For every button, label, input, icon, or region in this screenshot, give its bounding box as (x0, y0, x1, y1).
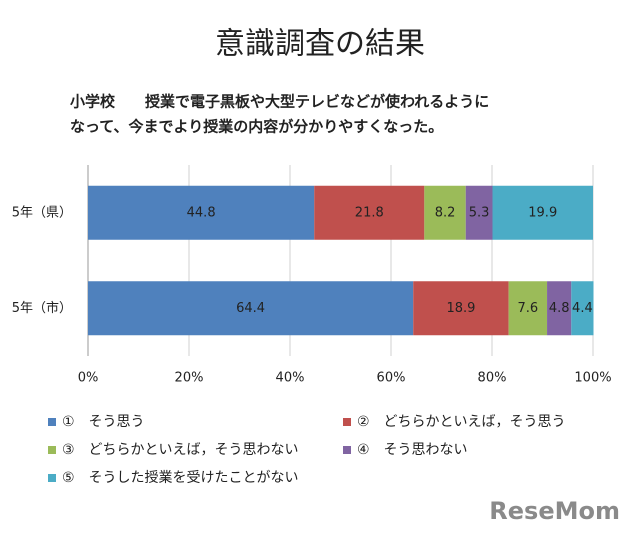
chart-title: 意識調査の結果 (215, 27, 425, 62)
bar-segment (571, 281, 594, 336)
bar-segment (465, 185, 493, 240)
legend-label: ① そう思う (62, 414, 145, 430)
data-label: 21.8 (355, 205, 384, 220)
data-label: 4.4 (572, 301, 593, 316)
data-label: 5.3 (469, 205, 490, 220)
bar-segment (508, 281, 548, 336)
legend-swatch (343, 446, 351, 454)
bar-segment (88, 281, 414, 336)
x-tick-label: 40% (276, 371, 305, 386)
legend-swatch (48, 474, 56, 482)
x-tick-label: 100% (574, 371, 611, 386)
subtitle: なって、今までより授業の内容が分かりやすくなった。 (70, 118, 443, 136)
legend-label: ④ そう思わない (357, 442, 468, 458)
subtitle: 小学校 授業で電子黒板や大型テレビなどが使われるように (70, 93, 489, 111)
bar-segment (492, 185, 593, 240)
bar-segment (88, 185, 315, 240)
legend-swatch (48, 446, 56, 454)
y-tick-label: 5年（市） (12, 300, 72, 316)
data-label: 4.8 (549, 301, 570, 316)
data-label: 18.9 (446, 301, 475, 316)
x-tick-label: 0% (78, 371, 99, 386)
data-label: 7.6 (518, 301, 539, 316)
x-tick-label: 20% (175, 371, 204, 386)
bar-segment (314, 185, 425, 240)
y-tick-label: 5年（県） (12, 205, 72, 220)
legend-label: ⑤ そうした授業を受けたことがない (62, 470, 299, 486)
legend-label: ③ どちらかといえば，そう思わない (62, 442, 299, 458)
x-tick-label: 80% (478, 371, 507, 386)
bar-segment (413, 281, 509, 336)
x-tick-label: 60% (377, 371, 406, 386)
legend-swatch (48, 418, 56, 426)
data-label: 44.8 (187, 205, 216, 220)
data-label: 64.4 (236, 301, 265, 316)
watermark: ReseMom (489, 497, 620, 525)
data-label: 8.2 (435, 205, 456, 220)
legend-swatch (343, 418, 351, 426)
legend-label: ② どちらかといえば，そう思う (357, 414, 566, 430)
data-label: 19.9 (528, 205, 557, 220)
bar-segment (424, 185, 466, 240)
bar-segment (547, 281, 572, 336)
